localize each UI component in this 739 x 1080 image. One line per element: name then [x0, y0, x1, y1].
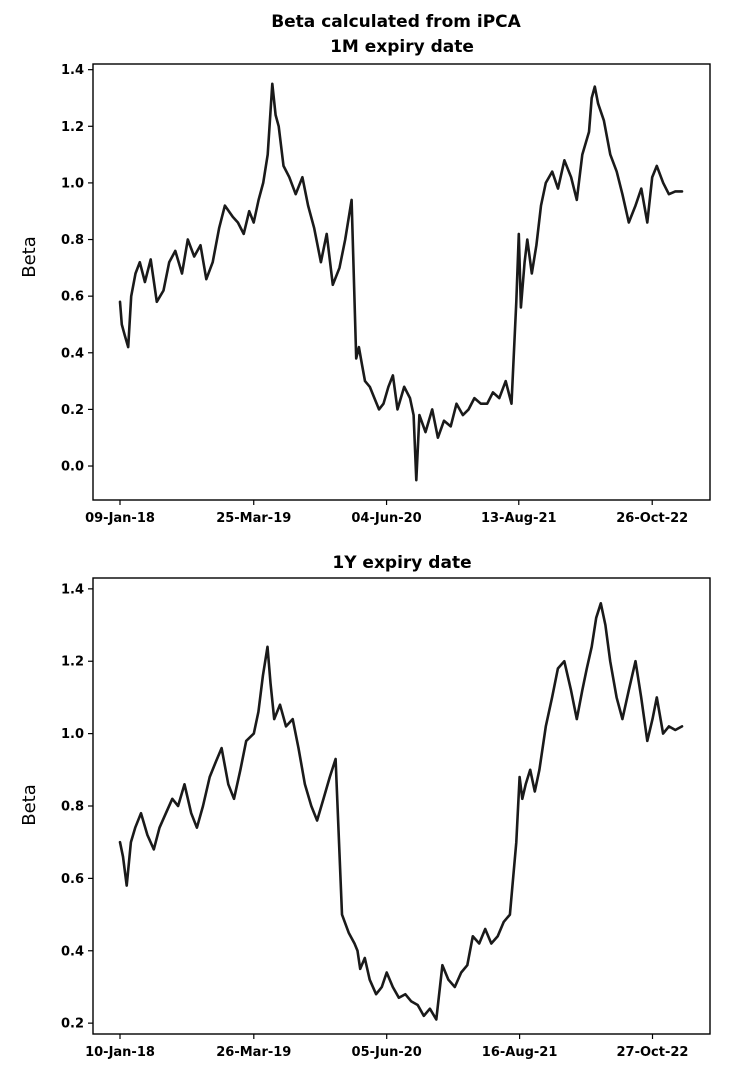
chart-1m-series	[118, 82, 684, 482]
chart-1y-ytick-label: 0.6	[61, 872, 84, 887]
chart-1m-xtick-label: 04-Jun-20	[351, 511, 421, 526]
chart-1y-beta-line	[118, 601, 684, 1021]
chart-1m-beta-line	[118, 82, 684, 482]
chart-1y-xtick-label: 16-Aug-21	[482, 1045, 558, 1060]
chart-1m-title: 1M expiry date	[330, 37, 474, 57]
chart-1m-ticks: 0.0 0.2 0.4 0.6 0.8 1.0 1.2 1.4 09-Jan-18 25-Mar-…	[61, 63, 688, 526]
chart-1m-ytick-label: 0.6	[61, 290, 84, 305]
chart-1y-frame	[92, 577, 711, 1035]
chart-1m-xtick-label: 25-Mar-19	[216, 511, 291, 526]
chart-1y-series	[118, 601, 684, 1021]
chart-1y-xtick-label: 10-Jan-18	[85, 1045, 155, 1060]
chart-1y-xtick-label: 27-Oct-22	[617, 1045, 689, 1060]
chart-1y-ytick-label: 0.4	[61, 944, 84, 959]
chart-1m-xtick-label: 09-Jan-18	[85, 511, 155, 526]
chart-1m-ytick-label: 0.8	[61, 233, 84, 248]
chart-1m-xtick-label: 13-Aug-21	[481, 511, 557, 526]
chart-1m-ytick-label: 0.0	[61, 460, 84, 475]
chart-1m: 1M expiry date Beta 0.0 0.2 0.4 0.6 0.8 1.0 1.…	[19, 37, 711, 526]
chart-1y: 1Y expiry date Beta 0.2 0.4 0.6 0.8 1.0 1.2 1.…	[19, 553, 711, 1060]
chart-1y-ytick-label: 1.4	[61, 582, 84, 597]
chart-1m-ytick-label: 0.4	[61, 346, 84, 361]
chart-1y-ticks: 0.2 0.4 0.6 0.8 1.0 1.2 1.4 10-Jan-18 26-Mar-19 0…	[61, 582, 689, 1060]
chart-1y-xtick-label: 05-Jun-20	[352, 1045, 422, 1060]
chart-1m-ylabel: Beta	[19, 236, 40, 278]
chart-1y-ytick-label: 1.2	[61, 655, 84, 670]
chart-1m-ytick-label: 1.4	[61, 63, 84, 78]
chart-1m-frame	[92, 63, 711, 501]
chart-1m-ytick-label: 0.2	[61, 403, 84, 418]
chart-1y-title: 1Y expiry date	[332, 553, 471, 573]
chart-1y-ytick-label: 0.8	[61, 800, 84, 815]
chart-1y-ytick-label: 1.0	[61, 727, 84, 742]
chart-1y-xtick-label: 26-Mar-19	[216, 1045, 291, 1060]
figure-suptitle: Beta calculated from iPCA	[271, 12, 521, 32]
chart-1m-xtick-label: 26-Oct-22	[616, 511, 688, 526]
chart-1y-ylabel: Beta	[19, 784, 40, 826]
chart-1m-ytick-label: 1.0	[61, 176, 84, 191]
chart-1y-ytick-label: 0.2	[61, 1017, 84, 1032]
chart-1m-ytick-label: 1.2	[61, 120, 84, 135]
